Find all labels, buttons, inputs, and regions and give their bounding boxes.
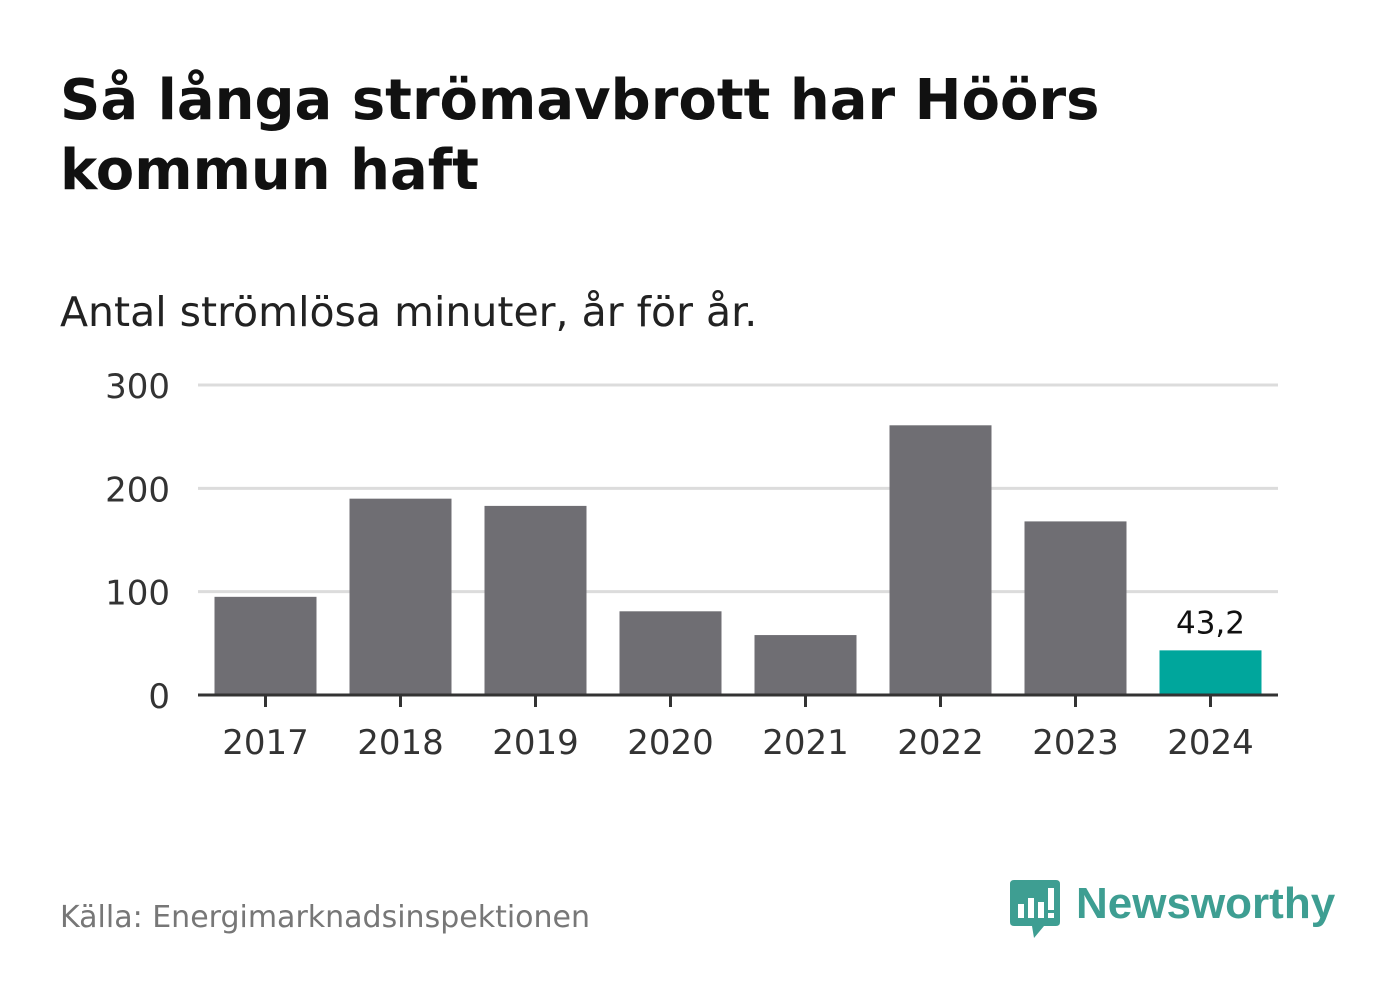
x-tick-label: 2021 (762, 723, 849, 763)
x-tick-label: 2024 (1167, 723, 1254, 763)
bar-chart-speech-bubble-icon (1010, 880, 1060, 938)
x-tick-label: 2022 (897, 723, 984, 763)
brand-logo: Newsworthy (1008, 876, 1335, 940)
y-tick-label: 0 (148, 677, 170, 717)
bar-2020 (619, 611, 722, 695)
brand-name: Newsworthy (1076, 879, 1336, 928)
data-labels: 43,2 (1176, 605, 1245, 641)
x-tick-label: 2023 (1032, 723, 1119, 763)
data-label: 43,2 (1176, 605, 1245, 641)
source-note: Källa: Energimarknadsinspektionen (60, 900, 591, 935)
bars (214, 425, 1262, 695)
y-axis-ticks: 0 100 200 300 (105, 367, 170, 717)
bar-2018 (349, 498, 452, 695)
y-tick-label: 200 (105, 470, 170, 510)
bar-2023 (1024, 521, 1127, 695)
bar-2019 (484, 505, 587, 695)
y-tick-label: 100 (105, 574, 170, 614)
chart-title: Så långa strömavbrott har Höörs kommun h… (60, 68, 1100, 203)
y-tick-label: 300 (105, 367, 170, 407)
x-tick-label: 2018 (357, 723, 444, 763)
bar-2021 (754, 635, 857, 695)
x-tick-label: 2017 (222, 723, 309, 763)
bar-2017 (214, 596, 317, 695)
x-axis-ticks: 2017 2018 2019 2020 2021 2022 2023 2024 (198, 693, 1278, 763)
chart-subtitle: Antal strömlösa minuter, år för år. (60, 288, 758, 336)
x-tick-label: 2020 (627, 723, 714, 763)
bar-2024 (1159, 650, 1262, 695)
bar-2022 (889, 425, 992, 695)
x-tick-label: 2019 (492, 723, 579, 763)
